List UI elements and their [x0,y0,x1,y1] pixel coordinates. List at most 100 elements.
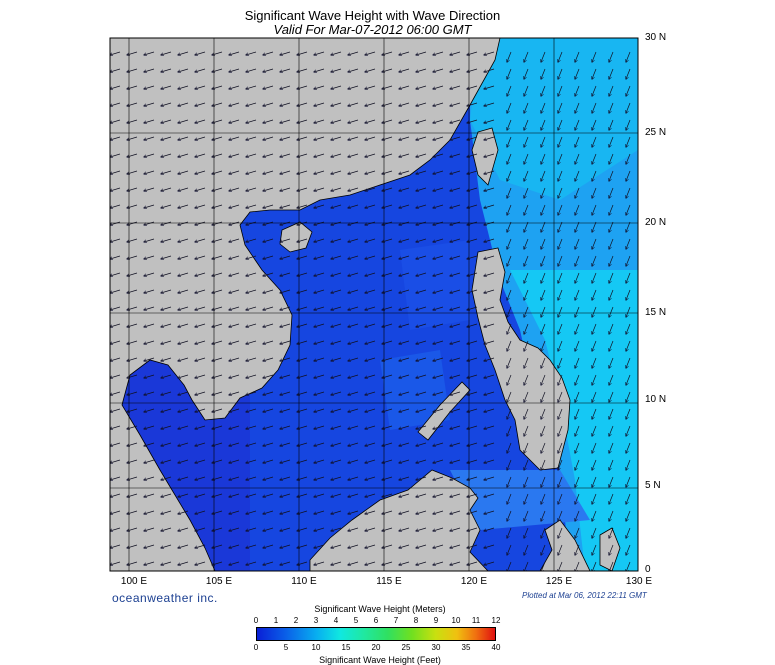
wave-arrow [450,561,461,565]
lon-label-120e: 120 E [460,576,488,587]
wave-arrow [127,527,138,531]
wave-arrow [575,221,580,232]
wave-arrow [416,442,427,446]
wave-arrow [541,493,546,504]
wave-arrow [626,255,631,266]
wave-arrow [365,340,376,344]
wave-arrow [382,527,393,531]
wave-arrow [365,476,376,480]
wave-arrow [212,272,223,276]
wave-arrow [484,544,495,548]
wave-arrow [229,527,240,531]
wave-arrow [348,204,359,208]
wave-arrow [144,459,155,463]
colorbar-tick-ft-5: 5 [283,643,289,652]
wave-arrow [212,255,223,259]
wave-arrow [507,187,512,198]
wave-arrow [507,136,512,147]
wave-arrow [382,561,393,565]
wave-arrow [331,493,342,497]
wave-arrow [399,527,410,531]
wave-arrow [450,68,461,72]
wave-arrow [609,527,614,538]
wave-arrow [575,136,580,147]
wave-arrow [229,170,240,174]
wave-arrow [507,306,512,317]
wave-arrow [558,85,563,96]
wave-arrow [609,510,614,521]
wave-arrow [314,374,325,378]
lon-label-130e: 130 E [625,576,653,587]
wave-arrow [127,221,138,225]
wave-arrow [450,306,461,310]
wave-arrow [592,204,597,215]
wave-arrow [541,170,546,181]
wave-arrow [365,442,376,446]
wave-arrow [592,238,597,249]
wave-arrow [348,51,359,55]
wave-arrow [626,221,631,232]
wave-arrow [246,102,257,106]
wave-arrow [541,136,546,147]
wave-direction-arrows [110,51,631,571]
wave-arrow [212,340,223,344]
wave-arrow [399,459,410,463]
wave-arrow [348,272,359,276]
wave-arrow [195,272,206,276]
wave-arrow [399,391,410,395]
wave-arrow [195,85,206,89]
wave-arrow [558,544,563,555]
wave-arrow [331,289,342,293]
wave-arrow [331,170,342,174]
wave-arrow [195,153,206,157]
wave-arrow [399,85,410,89]
wave-arrow [280,204,291,208]
wave-arrow [507,153,512,164]
wave-arrow [178,85,189,89]
wave-arrow [280,442,291,446]
wave-arrow [592,357,597,368]
wave-arrow [450,357,461,361]
wave-arrow [365,204,376,208]
colorbar-tick-m-12: 12 [491,616,501,625]
wave-arrow [212,119,223,123]
wave-arrow [484,306,495,310]
wave-arrow [297,391,308,395]
wave-arrow [229,255,240,259]
wave-arrow [450,510,461,514]
wave-arrow [484,561,495,565]
wave-arrow [110,221,121,225]
wave-arrow [626,323,631,334]
wave-arrow [144,119,155,123]
wave-arrow [609,221,614,232]
wave-arrow [382,306,393,310]
wave-arrow [467,238,478,242]
wave-arrow [297,221,308,225]
wave-arrow [280,255,291,259]
wave-arrow [297,442,308,446]
wave-arrow [507,340,512,351]
wave-arrow [416,51,427,55]
wave-arrow [229,340,240,344]
wave-arrow [433,476,444,480]
wave-arrow [144,544,155,548]
wave-arrow [280,391,291,395]
wave-arrow [450,51,461,55]
wave-arrow [314,153,325,157]
colorbar-tick-ft-20: 20 [371,643,381,652]
wave-arrow [541,68,546,79]
wave-arrow [382,374,393,378]
wave-arrow [314,170,325,174]
wave-arrow [484,119,495,123]
wave-arrow [541,391,546,402]
wave-arrow [161,119,172,123]
wave-arrow [416,476,427,480]
wave-arrow [127,272,138,276]
wave-arrow [609,357,614,368]
wave-arrow [195,425,206,429]
wave-arrow [467,289,478,293]
wave-arrow [484,170,495,174]
wave-arrow [433,493,444,497]
wave-arrow [212,51,223,55]
wave-arrow [484,476,495,480]
